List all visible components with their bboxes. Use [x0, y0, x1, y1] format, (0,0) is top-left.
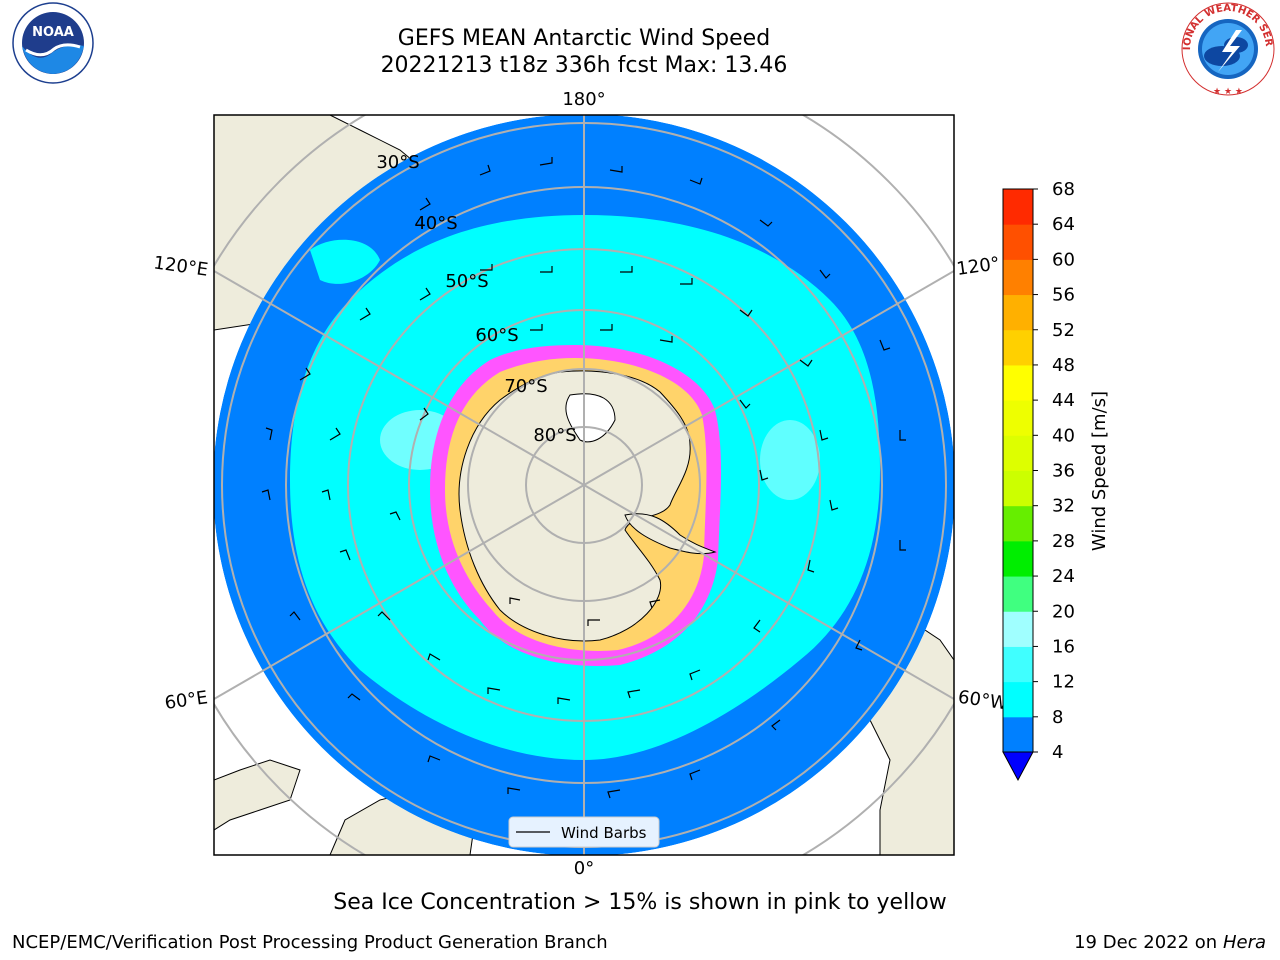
lat-label-60s: 60°S — [475, 325, 518, 346]
colorbar-segment — [1003, 259, 1033, 296]
lon-label-0: 0° — [574, 858, 594, 879]
ocean-moderate-wind-patch — [310, 239, 380, 284]
map-frame — [213, 114, 955, 856]
colorbar-tick-label: 40 — [1052, 425, 1075, 446]
lon-label-60w: 60°W — [957, 687, 1009, 715]
colorbar-segment — [1003, 540, 1033, 577]
colorbar-segment — [1003, 470, 1033, 507]
colorbar-segment — [1003, 329, 1033, 366]
colorbar-segment — [1003, 576, 1033, 612]
colorbar-tick-label: 44 — [1052, 390, 1075, 411]
colorbar-tick-label: 8 — [1052, 707, 1063, 728]
colorbar-tick-label: 36 — [1052, 461, 1075, 482]
footer-date-text: 19 Dec 2022 on — [1074, 932, 1218, 953]
colorbar-segment — [1003, 294, 1033, 331]
nws-logo: NATIONAL WEATHER SERVICE ★ ★ ★ — [1178, 0, 1275, 97]
colorbar-tick-label: 48 — [1052, 355, 1075, 376]
colorbar-tick-label: 4 — [1052, 742, 1063, 763]
colorbar-segment — [1003, 681, 1033, 718]
colorbar-tick-label: 20 — [1052, 601, 1075, 622]
chart-title: GEFS MEAN Antarctic Wind Speed — [397, 26, 771, 51]
colorbar-tick-label: 60 — [1052, 249, 1075, 270]
colorbar-segment — [1003, 716, 1033, 753]
lat-label-80s: 80°S — [533, 425, 576, 446]
noaa-logo: NOAA — [12, 2, 94, 84]
colorbar-label: Wind Speed [m/s] — [1089, 391, 1110, 551]
colorbar-tick-label: 52 — [1052, 320, 1075, 341]
colorbar-segment — [1003, 189, 1033, 225]
lat-label-50s: 50°S — [445, 271, 488, 292]
caption: Sea Ice Concentration > 15% is shown in … — [333, 890, 947, 915]
lat-label-70s: 70°S — [504, 376, 547, 397]
noaa-logo-text: NOAA — [32, 25, 74, 40]
lat-label-30s: 30°S — [376, 152, 419, 173]
svg-text:★ ★ ★: ★ ★ ★ — [1213, 87, 1243, 97]
lon-label-60e: 60°E — [163, 687, 209, 714]
lat-label-40s: 40°S — [414, 213, 457, 234]
colorbar-segment — [1003, 435, 1033, 471]
colorbar-segment — [1003, 400, 1033, 436]
chart-subtitle: 20221213 t18z 336h fcst Max: 13.46 — [380, 53, 788, 78]
legend-label: Wind Barbs — [561, 824, 647, 842]
legend: Wind Barbs — [508, 816, 660, 848]
colorbar-tick-label: 16 — [1052, 636, 1075, 657]
colorbar-segment — [1003, 505, 1033, 542]
colorbar-tick-label: 28 — [1052, 531, 1075, 552]
colorbar-tick-label: 68 — [1052, 179, 1075, 200]
colorbar-segment — [1003, 364, 1033, 401]
colorbar-tick-label: 32 — [1052, 496, 1075, 517]
lon-label-120e: 120°E — [152, 252, 209, 280]
colorbar-tick-label: 12 — [1052, 672, 1075, 693]
colorbar-tick-label: 24 — [1052, 566, 1075, 587]
wind-barbs — [261, 157, 906, 799]
colorbar-segment — [1003, 646, 1033, 683]
colorbar-tick-label: 56 — [1052, 285, 1075, 306]
lon-label-120w: 120° — [955, 253, 1001, 280]
footer-host: Hera — [1222, 932, 1266, 953]
colorbar-extend-arrow — [1002, 751, 1034, 782]
colorbar-tick-label: 64 — [1052, 214, 1075, 235]
lon-label-180: 180° — [562, 89, 605, 110]
colorbar-segment — [1003, 611, 1033, 647]
footer-branch: NCEP/EMC/Verification Post Processing Pr… — [12, 932, 608, 953]
colorbar-segment — [1003, 224, 1033, 260]
footer-date: 19 Dec 2022 on Hera — [1074, 932, 1266, 953]
